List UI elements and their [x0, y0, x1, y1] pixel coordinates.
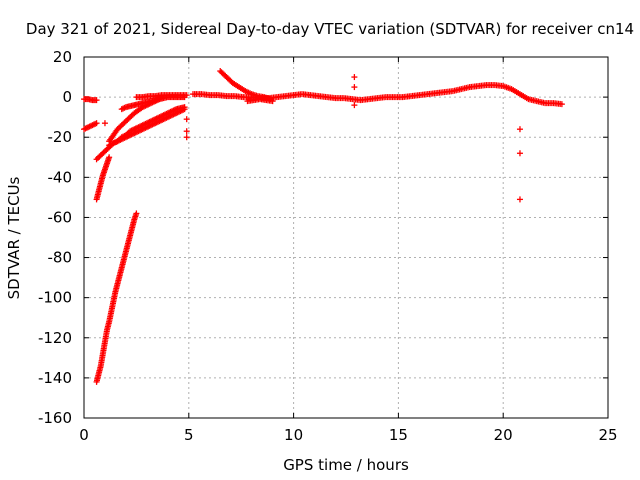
chart-title: Day 321 of 2021, Sidereal Day-to-day VTE…: [26, 20, 634, 38]
data-point: [558, 101, 565, 108]
y-tick-label: -160: [38, 409, 72, 427]
data-point: [351, 102, 358, 109]
y-tick-label: -40: [48, 168, 73, 186]
y-tick-label: -80: [48, 249, 73, 267]
axis-ticks: 0 5 10 15 20 25 -160 -140 -120 -100 -80 -60 -40 -20 0 2…: [38, 48, 618, 444]
data-point: [93, 97, 100, 104]
x-axis-label: GPS time / hours: [283, 456, 409, 474]
data-points: [81, 68, 565, 385]
data-point: [351, 74, 358, 81]
data-point: [121, 104, 128, 111]
data-point: [351, 84, 358, 91]
data-point: [183, 92, 190, 99]
x-tick-label: 0: [79, 426, 89, 444]
y-tick-label: -100: [38, 289, 72, 307]
y-tick-label: -60: [48, 208, 73, 226]
y-axis-label: SDTVAR / TECUs: [5, 176, 23, 299]
data-point: [516, 126, 523, 133]
data-point: [516, 196, 523, 203]
grid-lines: [84, 57, 608, 418]
data-point: [106, 154, 113, 161]
data-point: [516, 150, 523, 157]
y-tick-label: -20: [48, 128, 73, 146]
x-tick-label: 5: [184, 426, 194, 444]
data-point: [93, 120, 100, 127]
data-point: [133, 210, 140, 217]
y-tick-label: -140: [38, 369, 72, 387]
x-tick-label: 20: [494, 426, 513, 444]
y-tick-label: -120: [38, 329, 72, 347]
data-point: [101, 120, 108, 127]
plot-frame: [83, 56, 609, 419]
data-point: [183, 128, 190, 135]
x-tick-label: 10: [284, 426, 303, 444]
data-point: [183, 134, 190, 141]
data-point: [183, 116, 190, 123]
x-tick-label: 25: [598, 426, 617, 444]
y-tick-label: 20: [53, 48, 72, 66]
x-tick-label: 15: [389, 426, 408, 444]
data-point: [181, 106, 188, 113]
data-point: [269, 98, 276, 105]
y-tick-label: 0: [62, 88, 72, 106]
